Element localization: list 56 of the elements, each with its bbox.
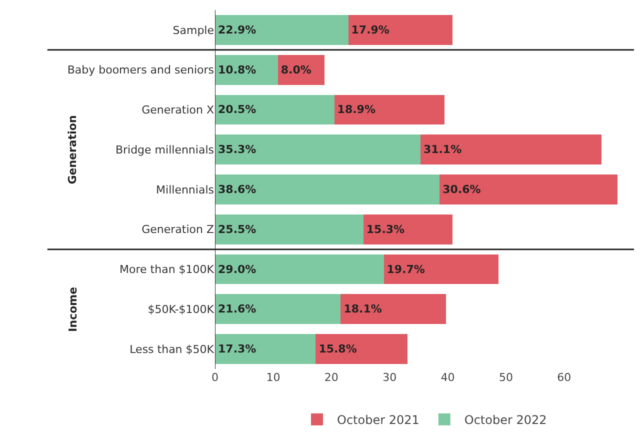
bar <box>334 94 444 125</box>
bar <box>440 174 618 204</box>
data-label: 15.3% <box>366 222 405 236</box>
bar <box>348 14 452 45</box>
data-label: 10.8% <box>218 63 256 76</box>
bar <box>278 54 324 85</box>
legend-label: October 2022 <box>464 413 547 428</box>
bar <box>215 214 364 244</box>
bar <box>215 134 420 165</box>
x-tick-label: 60 <box>557 371 572 384</box>
x-tick-label: 20 <box>324 371 338 384</box>
bar <box>215 334 316 364</box>
data-label: 18.9% <box>337 103 376 116</box>
data-label: 18.1% <box>344 302 382 316</box>
bar <box>215 254 384 284</box>
data-label: 17.3% <box>218 342 256 356</box>
bar <box>363 214 452 244</box>
data-label: 38.6% <box>218 183 256 196</box>
data-label: 30.6% <box>442 183 481 196</box>
data-label: 15.8% <box>318 342 357 356</box>
bar <box>384 254 498 284</box>
bar <box>215 174 440 204</box>
y-tick-label: Baby boomers and seniors <box>67 64 214 77</box>
bar <box>340 294 446 324</box>
data-label: 25.5% <box>218 222 256 236</box>
y-tick-label: Millennials <box>156 183 214 196</box>
x-tick-label: 30 <box>382 371 397 384</box>
y-tick-label: Generation Z <box>142 223 214 236</box>
bar <box>215 294 341 324</box>
y-tick-label: Bridge millennials <box>115 143 214 156</box>
data-label: 21.6% <box>218 302 256 316</box>
y-tick-label: Less than $50K <box>130 342 215 356</box>
data-label: 29.0% <box>218 262 256 276</box>
data-label: 17.9% <box>351 23 390 36</box>
text: Generation <box>66 115 80 184</box>
x-tick-label: 0 <box>212 371 218 384</box>
y-tick-label: More than $100K <box>120 263 215 276</box>
data-label: 31.1% <box>423 143 462 156</box>
bar <box>215 54 278 85</box>
x-tick-label: 50 <box>498 371 513 384</box>
x-tick-label: 10 <box>266 371 280 384</box>
data-label: 19.7% <box>386 262 425 276</box>
y-tick-label: $50K-$100K <box>148 303 215 316</box>
x-tick-label: 40 <box>440 371 455 384</box>
bar <box>215 14 348 45</box>
data-label: 8.0% <box>280 63 312 76</box>
data-label: 22.9% <box>218 23 256 36</box>
text: Income <box>66 286 80 332</box>
legend-label: October 2021 <box>337 413 420 428</box>
data-label: 35.3% <box>218 143 256 156</box>
y-tick-label: Generation X <box>142 104 214 117</box>
y-tick-label: Sample <box>172 24 214 37</box>
bar <box>420 134 602 165</box>
bar <box>316 334 408 364</box>
bar <box>215 94 334 125</box>
data-label: 20.5% <box>218 103 256 116</box>
